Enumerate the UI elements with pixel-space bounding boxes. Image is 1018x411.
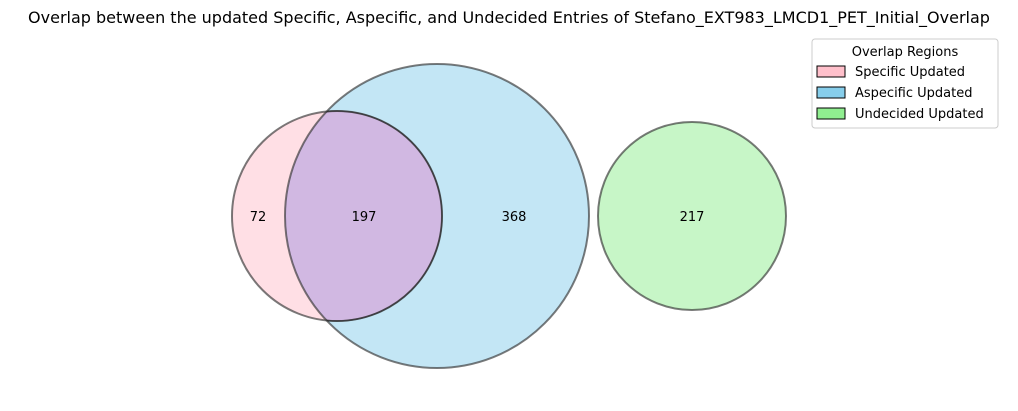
- legend-swatch-undecided-updated: [816, 107, 846, 120]
- legend-label-aspecific-updated: Aspecific Updated: [855, 86, 972, 101]
- region-label-specific-updated-and-aspecific-updated: 197: [352, 210, 377, 225]
- intersection-specific-aspecific: [285, 111, 442, 321]
- legend-title: Overlap Regions: [852, 45, 959, 60]
- region-label-aspecific-updated: 368: [502, 210, 527, 225]
- legend: Overlap Regions Specific Updated Aspecifi…: [811, 38, 999, 129]
- legend-label-specific-updated: Specific Updated: [855, 65, 965, 80]
- region-label-undecided-updated: 217: [680, 210, 705, 225]
- legend-label-undecided-updated: Undecided Updated: [855, 107, 984, 122]
- legend-swatch-aspecific-updated: [816, 86, 846, 99]
- circle-outline-undecided-updated: [597, 121, 787, 311]
- circle-outline-aspecific-updated: [284, 63, 590, 369]
- venn-region-labels: 72 197 368 217: [250, 210, 705, 225]
- circle-undecided-updated: [598, 122, 786, 310]
- legend-entries: Specific Updated Aspecific Updated Undecid…: [816, 65, 984, 122]
- legend-swatch-specific-updated: [816, 65, 846, 78]
- venn-circles: [231, 63, 787, 369]
- intersection-outline: [285, 110, 443, 322]
- chart-title: Overlap between the updated Specific, As…: [28, 8, 990, 28]
- region-label-specific-updated: 72: [250, 210, 267, 225]
- legend-frame: [811, 38, 999, 129]
